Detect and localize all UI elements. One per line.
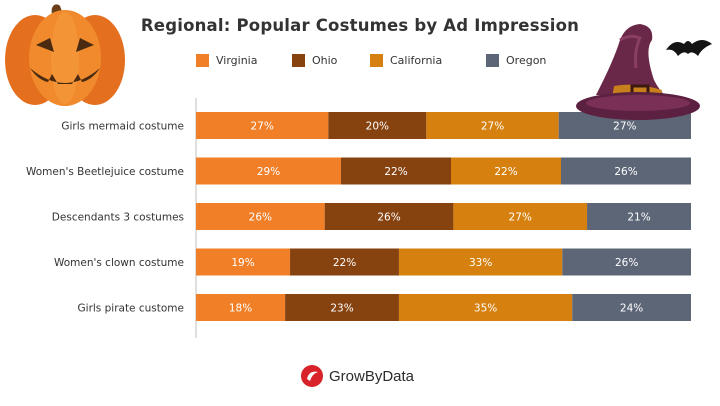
jack-o-lantern-icon	[5, 2, 125, 106]
legend-item: Oregon	[486, 52, 546, 68]
data-label: 21%	[627, 212, 650, 224]
bar-segment	[398, 248, 563, 276]
legend-swatch	[486, 53, 499, 67]
data-label: 29%	[257, 166, 280, 178]
bar-segment	[561, 157, 691, 185]
legend-label: Oregon	[506, 53, 547, 67]
data-label: 18%	[229, 303, 252, 315]
bar-segment	[196, 294, 286, 321]
legend-item: Virginia	[196, 52, 257, 68]
bar-segment	[196, 112, 329, 139]
bar-segment	[285, 294, 399, 321]
bar-segment	[196, 203, 325, 230]
data-label: 26%	[249, 212, 272, 224]
bar-segment	[562, 248, 691, 276]
legend-swatch	[292, 53, 305, 67]
legend-item: California	[370, 52, 442, 68]
legend-label: California	[390, 53, 443, 67]
category-label: Women's Beetlejuice costume	[26, 166, 184, 178]
data-label: 27%	[481, 121, 504, 133]
data-label: 22%	[333, 257, 356, 269]
growbydata-logo: GrowByData	[300, 364, 414, 388]
bar-segment	[587, 203, 691, 230]
bar-segment	[328, 112, 427, 139]
data-label: 27%	[250, 121, 273, 133]
data-label: 27%	[509, 212, 532, 224]
bar-segment	[398, 294, 573, 321]
data-label: 24%	[620, 303, 643, 315]
data-label: 19%	[231, 257, 254, 269]
data-label: 33%	[469, 257, 492, 269]
bar-segment	[572, 294, 691, 321]
category-label: Girls pirate custome	[78, 303, 184, 315]
bar-segment	[451, 157, 561, 185]
category-label: Descendants 3 costumes	[52, 212, 184, 224]
bar-segment	[196, 248, 291, 276]
legend-label: Virginia	[216, 53, 258, 67]
data-label: 26%	[615, 257, 638, 269]
data-label: 26%	[377, 212, 400, 224]
bar-segment	[324, 203, 454, 230]
data-label: 23%	[330, 303, 353, 315]
bar-segment	[196, 157, 341, 185]
data-label: 35%	[474, 303, 497, 315]
growbydata-logo-icon	[301, 365, 323, 387]
data-label: 20%	[366, 121, 389, 133]
bat-icon	[666, 40, 712, 56]
data-label: 22%	[384, 166, 407, 178]
bar-segment	[426, 112, 559, 139]
legend-swatch	[370, 53, 383, 67]
legend-swatch	[196, 53, 209, 67]
category-label: Girls mermaid costume	[61, 121, 184, 133]
legend-label: Ohio	[312, 53, 338, 67]
data-label: 26%	[614, 166, 637, 178]
bar-segment	[341, 157, 451, 185]
data-label: 27%	[613, 121, 636, 133]
category-label: Women's clown costume	[54, 257, 184, 269]
bar-segment	[453, 203, 588, 230]
chart-title: Regional: Popular Costumes by Ad Impress…	[140, 16, 580, 35]
bar-segment	[290, 248, 399, 276]
legend-item: Ohio	[292, 52, 337, 68]
data-label: 22%	[494, 166, 517, 178]
logo-text: GrowByData	[329, 367, 415, 385]
witch-hat-icon	[576, 24, 712, 120]
